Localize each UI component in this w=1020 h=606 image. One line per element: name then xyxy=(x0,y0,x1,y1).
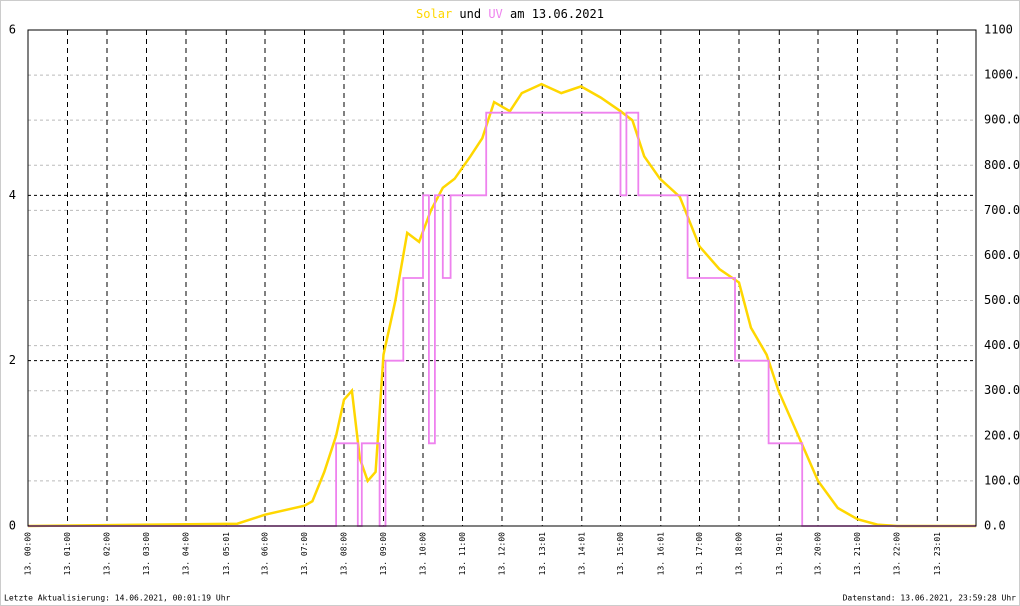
x-tick-label: 13. 00:00 xyxy=(24,532,33,576)
title-solar: Solar xyxy=(416,7,452,21)
y-tick-label: 0 xyxy=(9,519,16,533)
y2-tick-label: 1000.0 xyxy=(984,68,1020,82)
x-tick-label: 13. 07:00 xyxy=(300,532,309,576)
series-line xyxy=(28,111,976,527)
x-tick-label: 13. 11:00 xyxy=(458,532,467,576)
x-tick-label: 13. 06:00 xyxy=(261,532,270,576)
y2-tick-label: 900.0 xyxy=(984,113,1020,127)
x-tick-label: 13. 21:00 xyxy=(853,532,862,576)
y2-tick-label: 400.0 xyxy=(984,338,1020,352)
x-tick-label: 13. 22:00 xyxy=(893,532,902,576)
x-tick-label: 13. 18:00 xyxy=(735,532,744,576)
y-tick-label: 4 xyxy=(9,188,16,202)
x-tick-label: 13. 04:00 xyxy=(182,532,191,576)
x-tick-label: 13. 13:01 xyxy=(538,532,547,576)
title-date: am 13.06.2021 xyxy=(510,7,604,21)
y2-tick-label: 500.0 xyxy=(984,293,1020,307)
title-join: und xyxy=(459,7,481,21)
x-tick-label: 13. 23:01 xyxy=(933,532,942,576)
x-tick-label: 13. 02:00 xyxy=(103,532,112,576)
x-tick-label: 13. 16:01 xyxy=(656,532,665,576)
footer-right: Datenstand: 13.06.2021, 23:59:28 Uhr xyxy=(843,594,1017,603)
x-tick-label: 13. 09:00 xyxy=(379,532,388,576)
x-tick-label: 13. 12:00 xyxy=(498,532,507,576)
y2-tick-label: 0.0 xyxy=(984,519,1006,533)
y2-tick-label: 100.0 xyxy=(984,473,1020,487)
x-tick-label: 13. 20:00 xyxy=(814,532,823,576)
x-tick-label: 13. 03:00 xyxy=(142,532,151,576)
y2-tick-label: 200.0 xyxy=(984,428,1020,442)
title-uv: UV xyxy=(488,7,502,21)
x-tick-label: 13. 15:00 xyxy=(616,532,625,576)
y2-tick-label: 1100 xyxy=(984,23,1013,37)
x-tick-label: 13. 08:00 xyxy=(340,532,349,576)
x-tick-label: 13. 05:01 xyxy=(222,532,231,576)
x-tick-label: 13. 10:00 xyxy=(419,532,428,576)
x-tick-label: 13. 14:01 xyxy=(577,532,586,576)
plot-border xyxy=(27,29,977,527)
footer-left: Letzte Aktualisierung: 14.06.2021, 00:01… xyxy=(4,594,231,603)
x-tick-label: 13. 19:01 xyxy=(775,532,784,576)
y2-tick-label: 800.0 xyxy=(984,158,1020,172)
y2-tick-label: 600.0 xyxy=(984,248,1020,262)
chart-title: Solar und UV am 13.06.2021 xyxy=(416,7,604,21)
y2-tick-label: 300.0 xyxy=(984,383,1020,397)
y-tick-label: 2 xyxy=(9,353,16,367)
x-tick-label: 13. 01:00 xyxy=(63,532,72,576)
x-tick-label: 13. 17:00 xyxy=(695,532,704,576)
y2-tick-label: 700.0 xyxy=(984,203,1020,217)
series-line xyxy=(27,82,976,528)
y-tick-label: 6 xyxy=(9,23,16,37)
